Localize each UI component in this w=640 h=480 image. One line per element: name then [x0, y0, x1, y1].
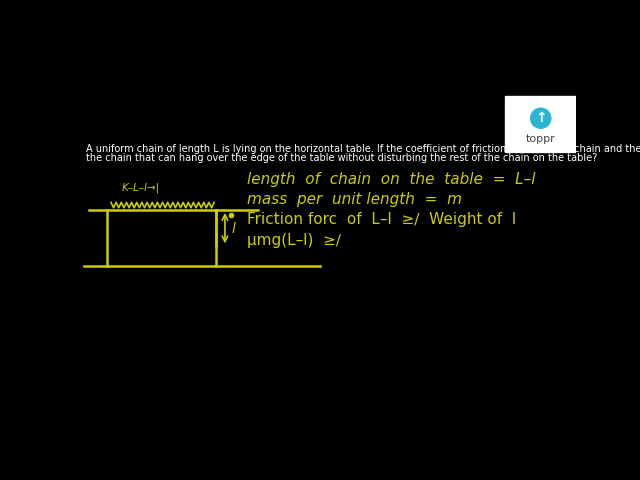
Text: ↑: ↑: [535, 111, 547, 125]
Text: mass  per  unit length  =  m: mass per unit length = m: [246, 192, 461, 206]
Text: A uniform chain of length L is lying on the horizontal table. If the coefficient: A uniform chain of length L is lying on …: [86, 144, 640, 154]
Text: K–L–l→|: K–L–l→|: [122, 182, 159, 193]
Text: l: l: [232, 222, 236, 236]
Circle shape: [531, 108, 551, 128]
Text: the chain that can hang over the edge of the table without disturbing the rest o: the chain that can hang over the edge of…: [86, 153, 598, 163]
Bar: [506, 96, 576, 152]
Text: length  of  chain  on  the  table  =  L–l: length of chain on the table = L–l: [246, 171, 535, 187]
Text: toppr: toppr: [526, 134, 556, 144]
Text: Friction forc  of  L–l  ≥∕  Weight of  l: Friction forc of L–l ≥∕ Weight of l: [246, 212, 516, 227]
Text: μmg(L–l)  ≥∕: μmg(L–l) ≥∕: [246, 233, 340, 248]
